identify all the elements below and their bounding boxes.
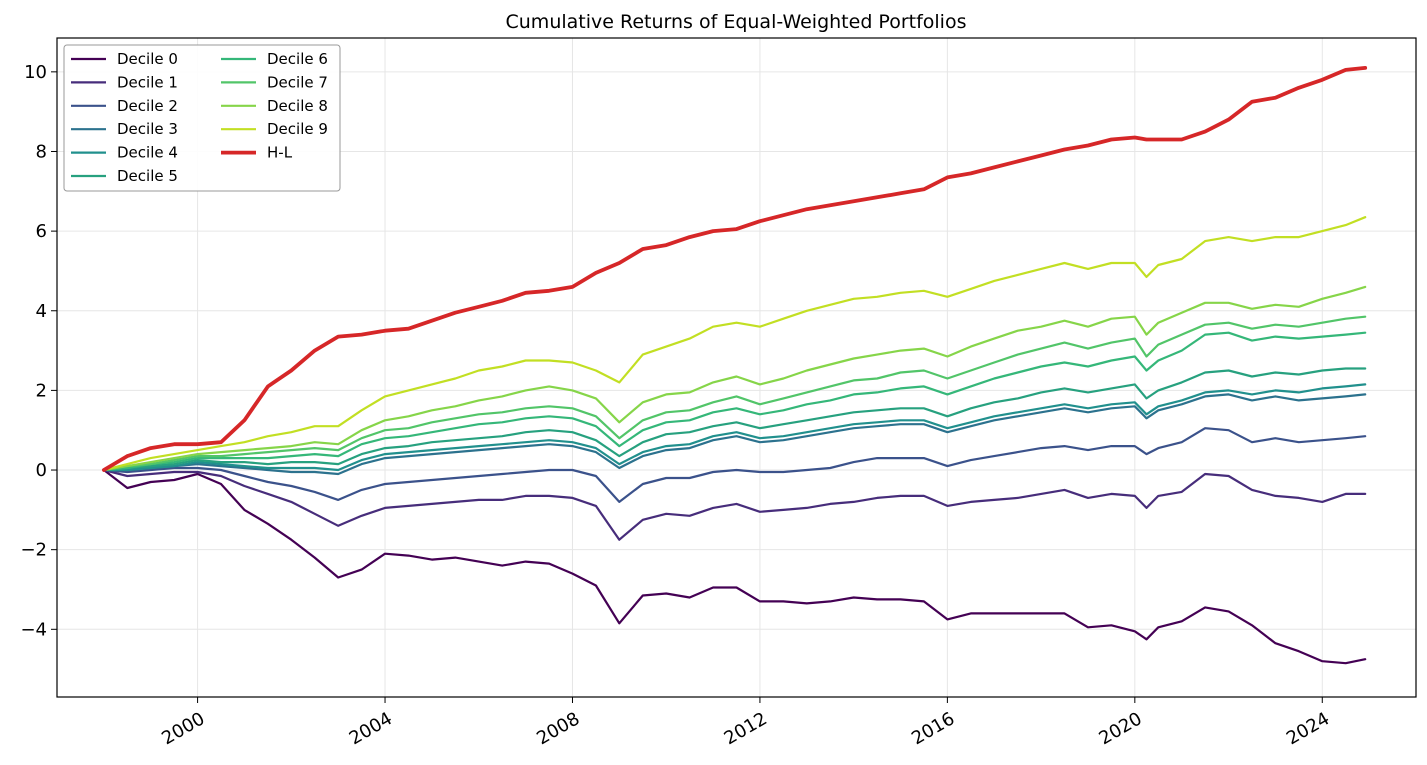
plot-frame [56,37,1417,698]
legend-label-decile-9: Decile 9 [267,120,328,138]
legend-label-decile-8: Decile 8 [267,97,328,115]
y-tick-label: 4 [36,301,47,322]
legend-label-decile-0: Decile 0 [117,50,178,68]
series-line-decile-3 [102,393,1367,476]
series-line-decile-8 [102,285,1367,472]
series-line-decile-4 [102,383,1367,472]
series-line-decile-0 [102,468,1367,665]
series-line-decile-2 [102,427,1367,503]
legend-label-decile-2: Decile 2 [117,97,178,115]
series-line-h-l [102,66,1368,472]
y-tick-label: 2 [36,380,47,401]
legend: Decile 0 Decile 1 Decile 2 Decile 3 Decile 4… [63,44,341,192]
y-tick-label: 8 [36,141,47,162]
legend-label-decile-5: Decile 5 [117,167,178,185]
chart-title: Cumulative Returns of Equal-Weighted Por… [506,11,967,33]
legend-label-decile-1: Decile 1 [117,73,178,91]
y-tick-label: −2 [20,540,47,561]
y-tick-label: 6 [36,221,47,242]
y-tick-label: −4 [20,619,47,640]
series-lines [102,66,1368,665]
series-line-decile-6 [102,331,1367,472]
legend-label-decile-4: Decile 4 [117,144,178,162]
series-line-decile-1 [102,468,1367,541]
y-tick-label: 10 [24,62,47,83]
series-line-decile-7 [102,315,1367,472]
legend-box [63,44,341,192]
y-tick-label: 0 [36,460,47,481]
legend-label-decile-6: Decile 6 [267,50,328,68]
series-line-decile-5 [102,367,1367,472]
series-line-decile-9 [102,216,1367,472]
legend-label-h-l: H-L [267,144,293,162]
legend-label-decile-3: Decile 3 [117,120,178,138]
legend-label-decile-7: Decile 7 [267,73,328,91]
